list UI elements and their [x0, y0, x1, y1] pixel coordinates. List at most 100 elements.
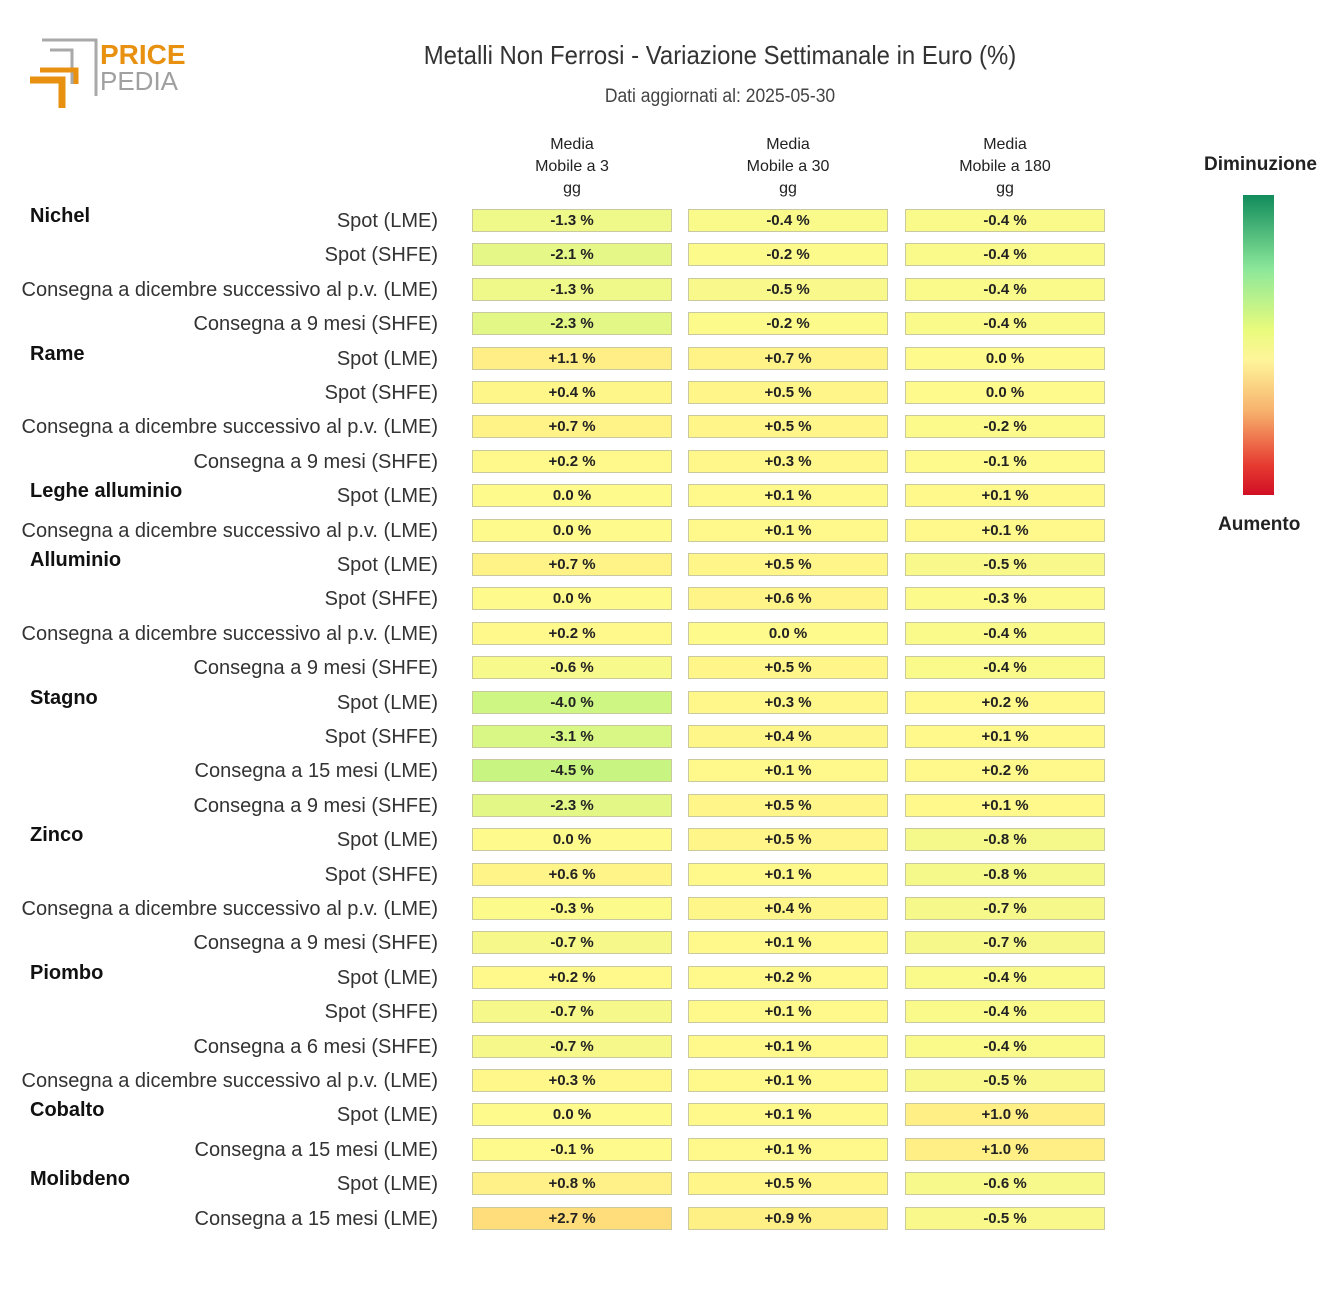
row-label: Spot (LME)	[336, 485, 438, 508]
heatmap-cell: +2.7 %	[472, 1206, 672, 1230]
heatmap-cell: 0.0 %	[688, 621, 888, 645]
heatmap-cell: -0.1 %	[472, 1137, 672, 1161]
heatmap-cell: +0.1 %	[688, 1103, 888, 1127]
heatmap-cell: +0.7 %	[472, 553, 672, 576]
group-label: Piombo	[30, 961, 104, 984]
heatmap-cell: -0.3 %	[905, 587, 1105, 611]
chart-title: Metalli Non Ferrosi - Variazione Settima…	[423, 40, 1017, 70]
pricepedia-logo: PRICE PEDIA	[28, 36, 188, 112]
heatmap-cell: -0.3 %	[472, 897, 672, 920]
heatmap-cell: -0.5 %	[905, 1206, 1105, 1230]
heatmap-cell: +0.1 %	[688, 931, 888, 955]
heatmap-cell: 0.0 %	[472, 1103, 672, 1127]
group-label: Leghe alluminio	[30, 480, 183, 503]
heatmap-cell: +0.5 %	[688, 1172, 888, 1196]
row-label: Consegna a 9 mesi (SHFE)	[193, 450, 438, 473]
row-label: Consegna a dicembre successivo al p.v. (…	[21, 1070, 438, 1092]
row-label: Consegna a 9 mesi (SHFE)	[193, 313, 438, 336]
heatmap-cell: 0.0 %	[472, 518, 672, 542]
heatmap-cell: +0.4 %	[688, 897, 888, 920]
logo-mark: PRICE PEDIA	[30, 38, 186, 108]
chart-subtitle: Dati aggiornati al: 2025-05-30	[604, 86, 836, 107]
heatmap-cell: -0.4 %	[905, 243, 1105, 267]
heatmap-cell: -0.5 %	[905, 1069, 1105, 1092]
heatmap-cell: +0.3 %	[472, 1069, 672, 1092]
heatmap-cell: +0.3 %	[688, 449, 888, 473]
row-label: Spot (LME)	[336, 966, 438, 989]
row-label: Spot (LME)	[336, 1104, 438, 1127]
group-label: Cobalto	[30, 1099, 105, 1122]
heatmap-cell: -0.6 %	[905, 1172, 1105, 1196]
heatmap-cell: +0.2 %	[472, 965, 672, 989]
heatmap-cell: -0.7 %	[472, 931, 672, 955]
row-label: Spot (SHFE)	[324, 588, 438, 611]
heatmap-cell: -0.4 %	[905, 1000, 1105, 1024]
row-label: Consegna a 9 mesi (SHFE)	[193, 657, 438, 680]
row-label: Spot (SHFE)	[324, 382, 438, 404]
heatmap-cell: +0.2 %	[472, 449, 672, 473]
row-label: Consegna a dicembre successivo al p.v. (…	[21, 278, 438, 301]
heatmap-cell: -0.8 %	[905, 828, 1105, 852]
heatmap-cell: +0.1 %	[905, 725, 1105, 748]
row-label: Spot (LME)	[336, 210, 438, 232]
row-label: Consegna a 6 mesi (SHFE)	[193, 1035, 438, 1058]
heatmap-cell: -0.4 %	[905, 1034, 1105, 1058]
heatmap-cell: +0.6 %	[688, 587, 888, 611]
heatmap-cell: +0.1 %	[688, 484, 888, 508]
row-label: Spot (SHFE)	[324, 1001, 438, 1024]
heatmap-cell: +0.2 %	[688, 965, 888, 989]
heatmap-cell: +0.1 %	[688, 518, 888, 542]
column-header: Media Mobile a 3 gg	[535, 136, 609, 197]
heatmap-cell: +0.5 %	[688, 656, 888, 680]
heatmap-cell: -0.5 %	[688, 277, 888, 301]
heatmap-cell: +0.5 %	[688, 828, 888, 852]
group-label: Molibdeno	[30, 1168, 130, 1191]
group-label: Rame	[30, 342, 85, 365]
heatmap-cell: -0.4 %	[688, 209, 888, 232]
heatmap-cell: -1.3 %	[472, 277, 672, 301]
heatmap-cell: -3.1 %	[472, 725, 672, 748]
heatmap-cell: -1.3 %	[472, 209, 672, 232]
heatmap-cell: -2.3 %	[472, 793, 672, 817]
heatmap-cell: -0.4 %	[905, 965, 1105, 989]
heatmap-cell: +0.8 %	[472, 1172, 672, 1196]
row-label: Consegna a 9 mesi (SHFE)	[193, 932, 438, 955]
heatmap-cell: +1.1 %	[472, 346, 672, 370]
heatmap-cell: +0.5 %	[688, 381, 888, 404]
heatmap-cell: +0.1 %	[688, 759, 888, 783]
heatmap-cell: +0.1 %	[905, 484, 1105, 508]
heatmap-cell: +0.2 %	[472, 621, 672, 645]
row-label: Spot (SHFE)	[324, 726, 438, 748]
row-label: Spot (LME)	[336, 554, 438, 576]
row-label: Consegna a 15 mesi (LME)	[194, 760, 438, 783]
heatmap-cell: -0.4 %	[905, 209, 1105, 232]
heatmap-cell: 0.0 %	[472, 587, 672, 611]
heatmap-cell: -0.4 %	[905, 277, 1105, 301]
heatmap-cell: -0.6 %	[472, 656, 672, 680]
heatmap-cell: +0.1 %	[688, 1069, 888, 1092]
heatmap-cell: +0.4 %	[688, 725, 888, 748]
heatmap-cell: +0.3 %	[688, 690, 888, 714]
row-label: Consegna a dicembre successivo al p.v. (…	[21, 898, 438, 920]
row-label: Spot (SHFE)	[324, 863, 438, 886]
heatmap-cell: 0.0 %	[905, 381, 1105, 404]
row-label: Consegna a dicembre successivo al p.v. (…	[21, 622, 438, 645]
heatmap-cell: +0.4 %	[472, 381, 672, 404]
heatmap-cell: -0.2 %	[688, 312, 888, 336]
heatmap-cell: +0.1 %	[688, 1137, 888, 1161]
heatmap-cell: +0.2 %	[905, 759, 1105, 783]
row-label: Consegna a dicembre successivo al p.v. (…	[21, 416, 438, 439]
row-label: Consegna a 15 mesi (LME)	[194, 1138, 438, 1161]
group-label: Alluminio	[30, 549, 122, 571]
group-label: Stagno	[30, 686, 98, 709]
heatmap-cell: -0.7 %	[472, 1034, 672, 1058]
heatmap-cell: -0.4 %	[905, 621, 1105, 645]
logo-line1: PRICE	[100, 39, 186, 70]
heatmap-cell: -0.4 %	[905, 656, 1105, 680]
heatmap-cell: +0.1 %	[688, 1034, 888, 1058]
row-label: Consegna a 9 mesi (SHFE)	[193, 794, 438, 817]
heatmap-cell: +0.6 %	[472, 862, 672, 886]
heatmap-cell: -2.3 %	[472, 312, 672, 336]
heatmap-cell: +1.0 %	[905, 1137, 1105, 1161]
